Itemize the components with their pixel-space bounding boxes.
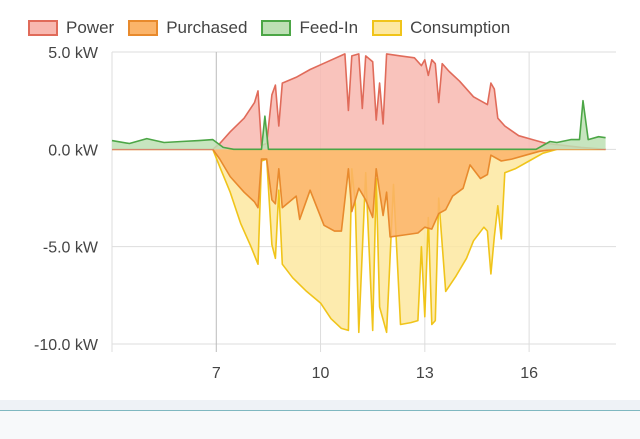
series-layer xyxy=(111,53,606,334)
legend-item-purchased[interactable]: Purchased xyxy=(128,18,247,38)
chart-card: Power Purchased Feed-In Consumption 5.0 kW 0… xyxy=(28,16,616,382)
series-area-consumption xyxy=(112,149,606,333)
legend-swatch xyxy=(261,20,292,36)
series-area-power xyxy=(112,53,606,150)
x-tick-label: 10 xyxy=(312,365,330,382)
legend-item-feed-in[interactable]: Feed-In xyxy=(261,18,358,38)
chart-legend: Power Purchased Feed-In Consumption xyxy=(28,16,510,40)
footer-divider xyxy=(0,400,640,411)
x-tick-label: 13 xyxy=(416,365,434,382)
legend-swatch xyxy=(372,20,403,36)
x-tick-label: 7 xyxy=(212,365,221,382)
series-area-purchased xyxy=(112,149,606,237)
series-line-purchased xyxy=(112,148,606,238)
legend-label: Purchased xyxy=(166,18,248,37)
legend-label: Power xyxy=(66,18,115,37)
legend-item-consumption[interactable]: Consumption xyxy=(372,18,510,38)
x-tick-label: 16 xyxy=(520,365,538,382)
bottom-panel xyxy=(0,411,640,439)
legend-item-power[interactable]: Power xyxy=(28,18,114,38)
y-tick-label: -5.0 kW xyxy=(43,240,99,257)
y-tick-label: 5.0 kW xyxy=(48,45,99,62)
axis-layer: 5.0 kW 0.0 kW -5.0 kW -10.0 kW 7 10 13 16 xyxy=(34,45,538,382)
legend-label: Feed-In xyxy=(299,18,359,37)
legend-swatch xyxy=(28,20,58,36)
y-tick-label: -10.0 kW xyxy=(34,337,99,354)
legend-label: Consumption xyxy=(410,18,511,37)
energy-chart: 5.0 kW 0.0 kW -5.0 kW -10.0 kW 7 10 13 16 xyxy=(34,45,616,382)
series-area-feed-in xyxy=(112,100,606,150)
legend-swatch xyxy=(128,20,159,36)
series-line-consumption xyxy=(112,148,606,334)
y-tick-label: 0.0 kW xyxy=(48,142,99,159)
series-line-feed-in xyxy=(111,99,606,151)
